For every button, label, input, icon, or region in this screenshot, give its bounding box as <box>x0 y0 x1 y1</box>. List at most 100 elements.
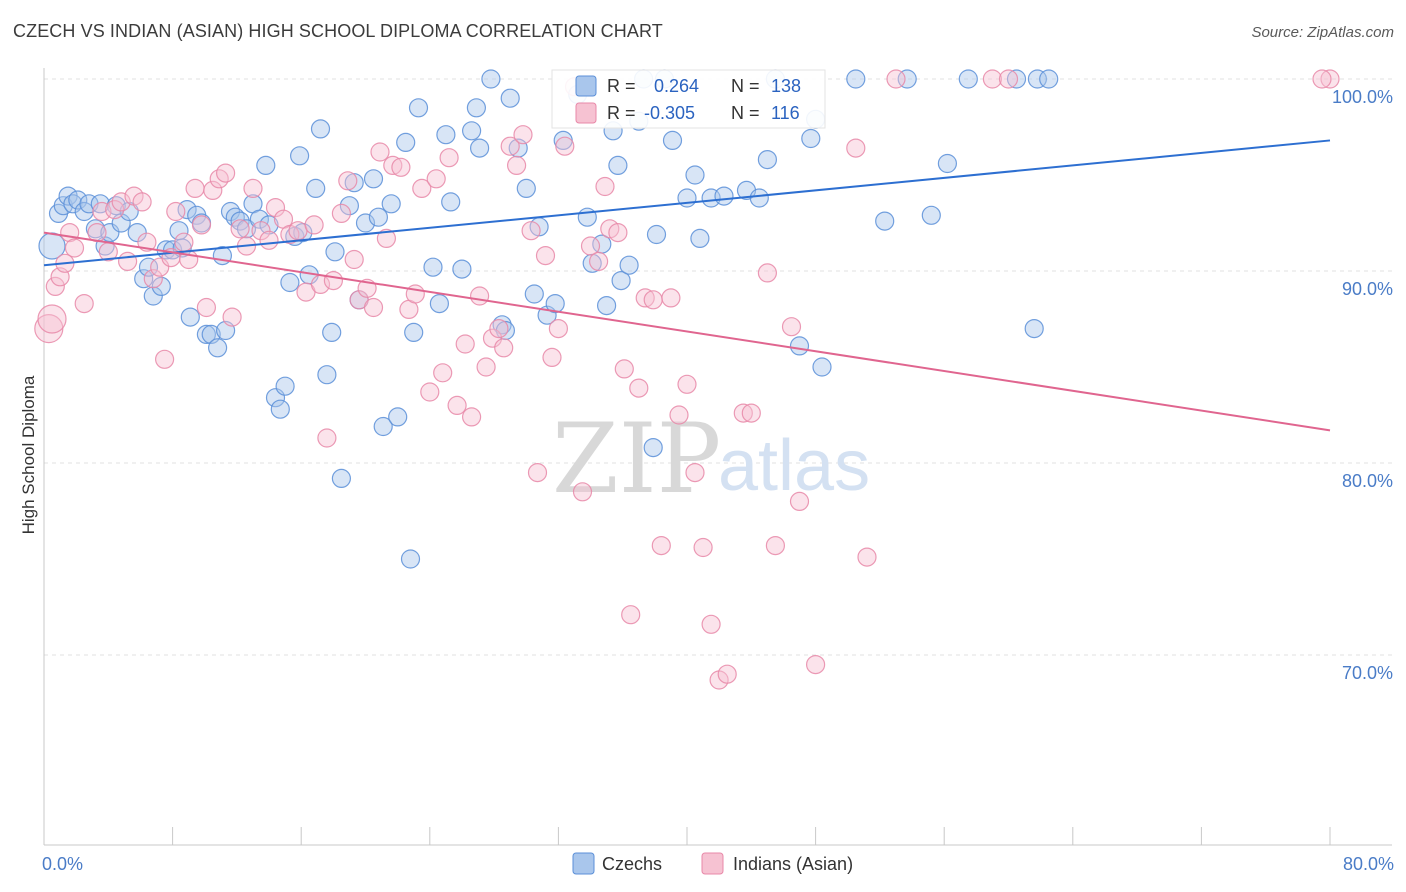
czechs-point-43 <box>275 376 295 396</box>
czechs-point-114 <box>812 357 832 377</box>
legend-czechs-n-label: N = <box>731 76 760 96</box>
indians-point-110 <box>998 69 1019 89</box>
indians-point-58 <box>426 169 446 189</box>
indians-point-29 <box>222 307 242 327</box>
indians-point-93 <box>677 374 697 394</box>
indians-points <box>34 69 1340 690</box>
czechs-point-52 <box>322 322 342 342</box>
czechs-point-60 <box>368 207 388 227</box>
czechs-point-95 <box>619 255 639 275</box>
legend-indians-n-value: 116 <box>771 103 800 123</box>
indians-point-109 <box>982 69 1003 89</box>
indians-point-6 <box>74 294 94 314</box>
indians-point-102 <box>765 535 786 556</box>
indians-point-15 <box>137 232 157 252</box>
czechs-point-63 <box>388 407 408 427</box>
indians-point-87 <box>629 378 649 398</box>
indians-point-74 <box>535 246 556 266</box>
y-tick-label-1: 90.0% <box>1342 279 1393 299</box>
czechs-point-19 <box>151 276 171 296</box>
czechs-point-49 <box>306 178 326 198</box>
indians-point-88 <box>635 288 655 308</box>
legend-bottom-indians-label: Indians (Asian) <box>733 854 853 874</box>
legend-indians-r-label: R = <box>607 103 636 123</box>
indians-point-80 <box>580 236 601 256</box>
indians-point-73 <box>527 463 548 483</box>
czechs-point-101 <box>662 130 683 150</box>
indians-point-94 <box>685 463 705 483</box>
czechs-point-61 <box>373 416 393 437</box>
watermark-atlas: atlas <box>718 426 870 506</box>
indians-point-28 <box>216 163 236 183</box>
czechs-point-55 <box>339 196 359 216</box>
indians-point-72 <box>521 221 541 241</box>
legend-bottom-czechs-swatch <box>572 852 595 875</box>
czechs-point-74 <box>466 98 486 118</box>
czechs-point-108 <box>749 188 769 208</box>
indians-point-33 <box>251 221 271 241</box>
indians-point-106 <box>846 138 866 158</box>
legend-czechs-swatch <box>575 75 597 97</box>
czechs-point-120 <box>958 69 978 89</box>
czechs-point-70 <box>436 125 456 145</box>
czechs-point-68 <box>423 257 443 277</box>
czechs-point-98 <box>643 438 663 458</box>
legend-czechs-n-value: 138 <box>771 76 801 96</box>
indians-point-112 <box>1312 69 1332 89</box>
indians-point-30 <box>230 219 250 239</box>
x-tick-label-1: 80.0% <box>1343 854 1394 874</box>
czechs-point-5 <box>68 190 88 210</box>
indians-point-101 <box>757 263 778 283</box>
indians-point-64 <box>470 286 490 306</box>
czechs-point-17 <box>138 257 159 277</box>
indians-point-14 <box>132 192 152 212</box>
indians-point-21 <box>174 232 194 252</box>
indians-point-76 <box>548 319 569 339</box>
czechs-point-79 <box>500 88 520 108</box>
indians-point-77 <box>555 136 575 156</box>
indians-point-23 <box>185 178 205 198</box>
czechs-point-50 <box>310 119 331 139</box>
indians-point-12 <box>117 251 138 271</box>
czechs-point-117 <box>897 69 917 89</box>
czechs-point-75 <box>470 138 490 158</box>
indians-point-57 <box>420 382 440 402</box>
czechs-point-9 <box>90 194 110 214</box>
y-tick-label-0: 100.0% <box>1332 87 1393 107</box>
x-tick-labels: 0.0% 80.0% <box>42 854 1394 874</box>
indians-point-68 <box>494 338 514 358</box>
czechs-point-65 <box>400 549 421 569</box>
indians-point-95 <box>693 537 713 558</box>
czechs-point-104 <box>690 228 710 248</box>
czechs-points <box>38 69 1059 569</box>
gridlines <box>44 78 1392 656</box>
indians-point-104 <box>789 491 810 511</box>
indians-point-107 <box>857 547 877 567</box>
indians-point-111 <box>1320 69 1340 89</box>
legend-indians-n-label: N = <box>731 103 760 123</box>
czechs-point-30 <box>208 338 228 358</box>
legend-indians-swatch <box>575 102 597 124</box>
legend-bottom-czechs-label: Czechs <box>602 854 662 874</box>
czechs-point-91 <box>596 296 617 316</box>
indians-point-105 <box>805 654 826 675</box>
indians-point-45 <box>338 171 358 191</box>
indians-point-86 <box>621 605 641 625</box>
indians-point-10 <box>105 200 125 220</box>
czechs-trend-line <box>43 139 1331 267</box>
watermark-zip: ZIP <box>552 403 721 515</box>
legend-czechs-r-label: R = <box>607 76 636 96</box>
axes <box>43 68 1392 846</box>
indians-point-75 <box>542 347 562 367</box>
czechs-point-72 <box>452 259 472 279</box>
indians-point-71 <box>513 125 533 145</box>
czechs-point-51 <box>317 365 337 385</box>
indians-point-67 <box>489 319 509 339</box>
czechs-point-94 <box>611 271 631 291</box>
y-tick-labels: 100.0% 90.0% 80.0% 70.0% <box>1332 87 1393 683</box>
czechs-point-2 <box>53 196 73 216</box>
czechs-point-73 <box>462 121 482 141</box>
czechs-point-18 <box>143 286 163 306</box>
czechs-point-112 <box>801 128 821 149</box>
indians-trend-line <box>43 231 1331 432</box>
